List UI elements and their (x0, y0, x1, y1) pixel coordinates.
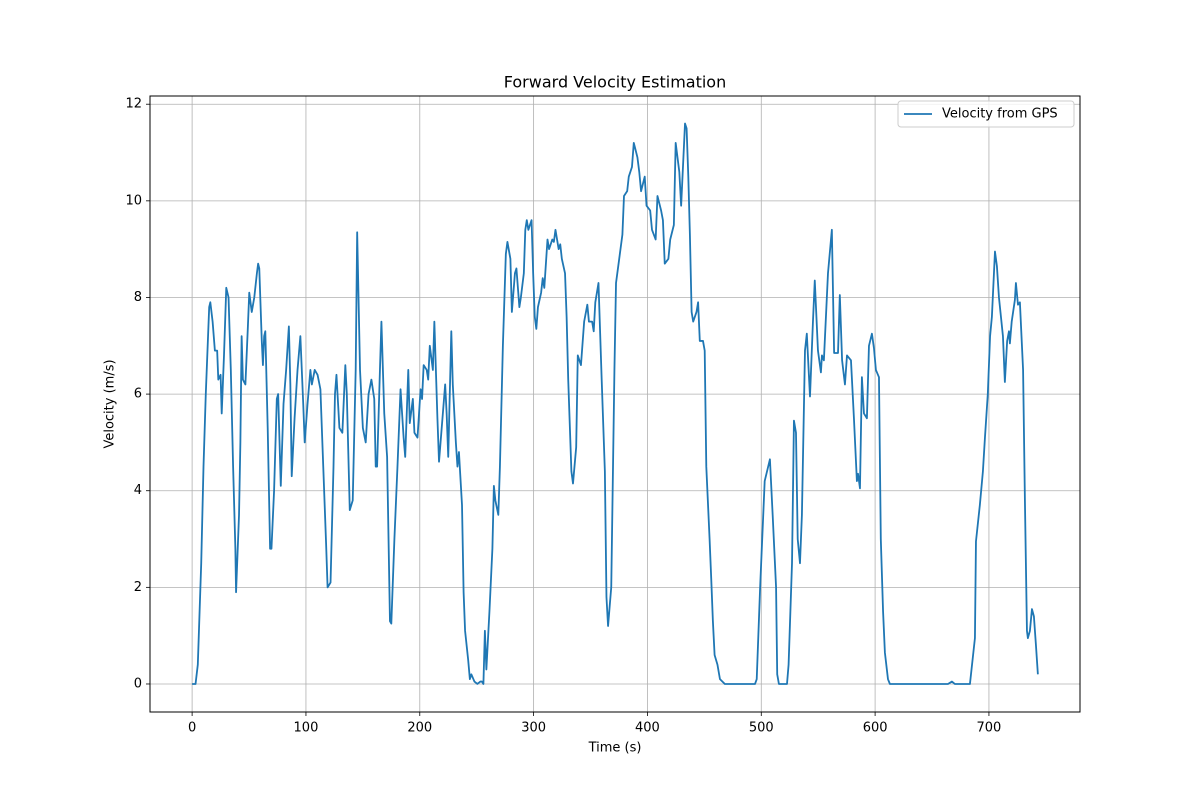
x-tick-label: 500 (749, 721, 774, 736)
x-tick-label: 300 (521, 721, 546, 736)
y-tick-label: 0 (134, 676, 142, 691)
legend-label: Velocity from GPS (942, 107, 1058, 122)
y-tick-label: 10 (125, 193, 142, 208)
plot-frame (149, 95, 1081, 713)
x-axis-label: Time (s) (588, 741, 642, 756)
legend-box (897, 100, 1075, 128)
x-tick-label: 600 (863, 721, 888, 736)
x-tick-label: 0 (188, 721, 196, 736)
y-tick-label: 4 (134, 483, 142, 498)
chart-title: Forward Velocity Estimation (504, 73, 726, 92)
y-tick-label: 8 (134, 290, 142, 305)
y-tick-label: 12 (125, 97, 142, 112)
y-tick-label: 6 (134, 387, 142, 402)
y-axis-label: Velocity (m/s) (103, 359, 118, 448)
x-tick-label: 200 (407, 721, 432, 736)
y-tick-label: 2 (134, 580, 142, 595)
x-tick-label: 400 (635, 721, 660, 736)
x-tick-label: 100 (294, 721, 319, 736)
x-tick-label: 700 (977, 721, 1002, 736)
data-line (192, 122, 1039, 685)
